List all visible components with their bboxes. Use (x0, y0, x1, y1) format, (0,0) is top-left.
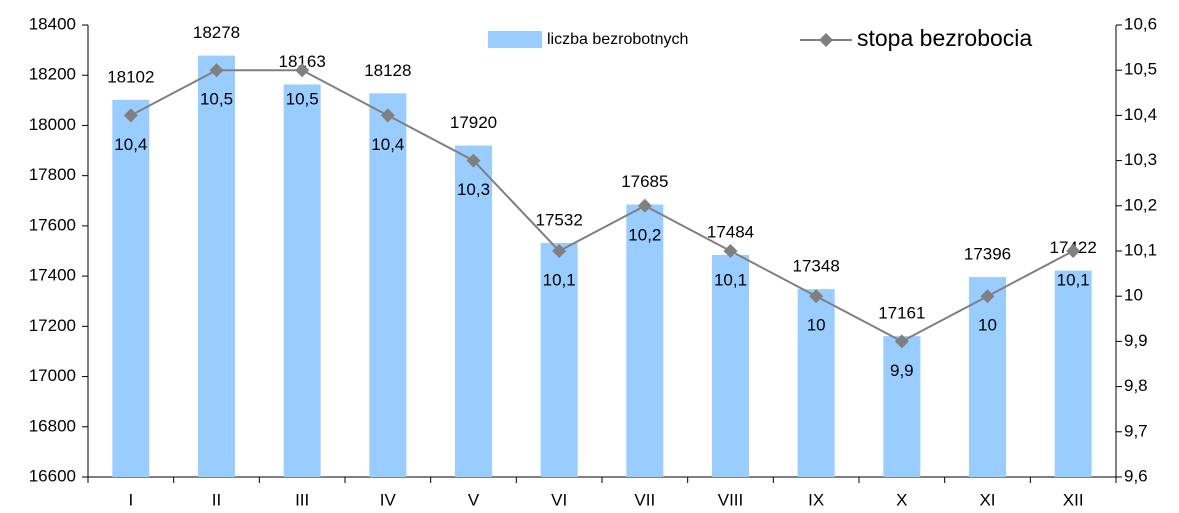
legend-marker (819, 33, 833, 47)
y-tick-label: 18200 (29, 65, 76, 84)
y2-tick-label: 9,9 (1124, 331, 1148, 350)
bar (1054, 270, 1092, 477)
x-tick-label: V (468, 490, 480, 509)
line-label: 10 (978, 316, 997, 335)
x-tick-label: III (295, 490, 309, 509)
x-tick-label: VIII (718, 490, 744, 509)
y2-tick-label: 9,6 (1124, 466, 1148, 485)
line-marker (552, 244, 567, 258)
y2-tick-label: 9,7 (1124, 421, 1148, 440)
legend-label: stopa bezrobocia (857, 25, 1032, 51)
x-tick-label: IX (808, 490, 824, 509)
line-marker (980, 289, 995, 304)
bar-label: 18128 (364, 61, 411, 80)
x-tick-label: I (128, 490, 133, 509)
line-label: 10,4 (371, 135, 404, 154)
bar (540, 242, 578, 477)
bar-label: 18278 (193, 23, 240, 42)
y2-tick-label: 10,3 (1124, 150, 1157, 169)
line-marker (723, 244, 738, 258)
y-tick-label: 16800 (29, 416, 76, 435)
y2-tick-label: 10,4 (1124, 105, 1157, 124)
y-tick-label: 17000 (29, 366, 76, 385)
bar-label: 18163 (279, 52, 326, 71)
y2-tick-label: 10,6 (1124, 14, 1157, 33)
bar-label: 17161 (878, 304, 925, 323)
y-tick-label: 17800 (29, 165, 76, 184)
x-tick-label: IV (380, 490, 397, 509)
line-marker (295, 63, 310, 78)
line-label: 10,2 (628, 225, 661, 244)
line-label: 10,5 (286, 90, 319, 109)
line-marker (123, 108, 138, 123)
legend-swatch (488, 31, 542, 48)
x-tick-label: XII (1063, 490, 1084, 509)
legend-label: liczba bezrobotnych (547, 31, 688, 48)
bar-label: 17484 (707, 223, 754, 242)
bar-label: 17685 (621, 172, 668, 191)
x-tick-label: VI (551, 490, 567, 509)
y-tick-label: 17600 (29, 215, 76, 234)
y2-tick-label: 9,8 (1124, 376, 1148, 395)
bar-label: 18102 (107, 67, 154, 86)
line-marker (1066, 244, 1081, 258)
bar (626, 204, 664, 478)
line-label: 10,4 (114, 135, 147, 154)
x-tick-label: VII (634, 490, 655, 509)
y-tick-label: 17400 (29, 266, 76, 285)
line-marker (209, 63, 224, 78)
bar-label: 17920 (450, 113, 497, 132)
bar (112, 99, 150, 477)
bar (712, 255, 749, 477)
bar (969, 277, 1006, 477)
line (130, 69, 1074, 343)
y-tick-label: 17200 (29, 316, 76, 335)
bar (198, 55, 235, 477)
line-label: 9,9 (890, 361, 914, 380)
line-marker (894, 334, 909, 349)
y2-tick-label: 10 (1124, 286, 1143, 305)
line-marker (466, 153, 481, 168)
y2-tick-label: 10,1 (1124, 240, 1157, 259)
bar (369, 93, 407, 478)
line-label: 10,1 (714, 270, 747, 289)
y-tick-label: 18000 (29, 115, 76, 134)
bar (797, 289, 835, 477)
y-tick-label: 18400 (29, 14, 76, 33)
y-tick-label: 16600 (29, 466, 76, 485)
bar (455, 145, 492, 478)
bar (883, 336, 921, 477)
x-tick-label: II (212, 490, 221, 509)
line-label: 10,1 (543, 270, 576, 289)
line-label: 10,3 (457, 180, 490, 199)
y2-tick-label: 10,2 (1124, 195, 1157, 214)
line-marker (380, 108, 395, 123)
bar-label: 17348 (793, 257, 840, 276)
line-marker (809, 289, 824, 304)
bar (283, 84, 321, 477)
line-marker (637, 198, 652, 213)
line-label: 10 (807, 316, 826, 335)
line-label: 10,5 (200, 90, 233, 109)
x-tick-label: XI (979, 490, 995, 509)
bar-label: 17396 (964, 245, 1011, 264)
line-label: 10,1 (1057, 270, 1090, 289)
y2-tick-label: 10,5 (1124, 60, 1157, 79)
x-tick-label: X (896, 490, 907, 509)
bar-label: 17532 (536, 210, 583, 229)
